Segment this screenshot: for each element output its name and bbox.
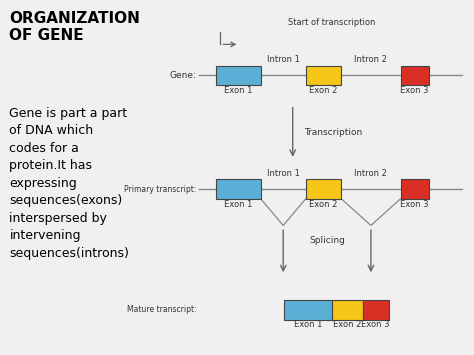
Text: Intron 2: Intron 2	[355, 55, 387, 64]
Text: Gene is part a part
of DNA which
codes for a
protein.It has
expressing
sequences: Gene is part a part of DNA which codes f…	[9, 106, 129, 260]
FancyBboxPatch shape	[363, 300, 389, 320]
Text: Exon 3: Exon 3	[361, 320, 390, 329]
Text: ORGANIZATION
OF GENE: ORGANIZATION OF GENE	[9, 11, 140, 43]
Text: Exon 2: Exon 2	[333, 320, 361, 329]
Text: Transcription: Transcription	[304, 128, 363, 137]
FancyBboxPatch shape	[306, 66, 341, 85]
Text: Intron 2: Intron 2	[355, 169, 387, 178]
Text: Exon 1: Exon 1	[224, 86, 252, 95]
FancyBboxPatch shape	[284, 300, 332, 320]
Text: Exon 3: Exon 3	[401, 200, 429, 209]
FancyBboxPatch shape	[332, 300, 363, 320]
Text: Exon 1: Exon 1	[224, 200, 252, 209]
Text: Mature transcript:: Mature transcript:	[127, 305, 197, 314]
Text: Exon 2: Exon 2	[310, 86, 337, 95]
Text: Start of transcription: Start of transcription	[288, 18, 375, 27]
Text: Exon 2: Exon 2	[310, 200, 337, 209]
Text: Intron 1: Intron 1	[267, 169, 300, 178]
FancyBboxPatch shape	[306, 179, 341, 199]
Text: Gene:: Gene:	[170, 71, 197, 80]
Text: Exon 1: Exon 1	[294, 320, 322, 329]
FancyBboxPatch shape	[401, 66, 429, 85]
Text: Splicing: Splicing	[309, 236, 345, 245]
Text: Exon 3: Exon 3	[401, 86, 429, 95]
FancyBboxPatch shape	[216, 66, 261, 85]
Text: Primary transcript:: Primary transcript:	[124, 185, 197, 193]
FancyBboxPatch shape	[216, 179, 261, 199]
FancyBboxPatch shape	[401, 179, 429, 199]
Text: Intron 1: Intron 1	[267, 55, 300, 64]
